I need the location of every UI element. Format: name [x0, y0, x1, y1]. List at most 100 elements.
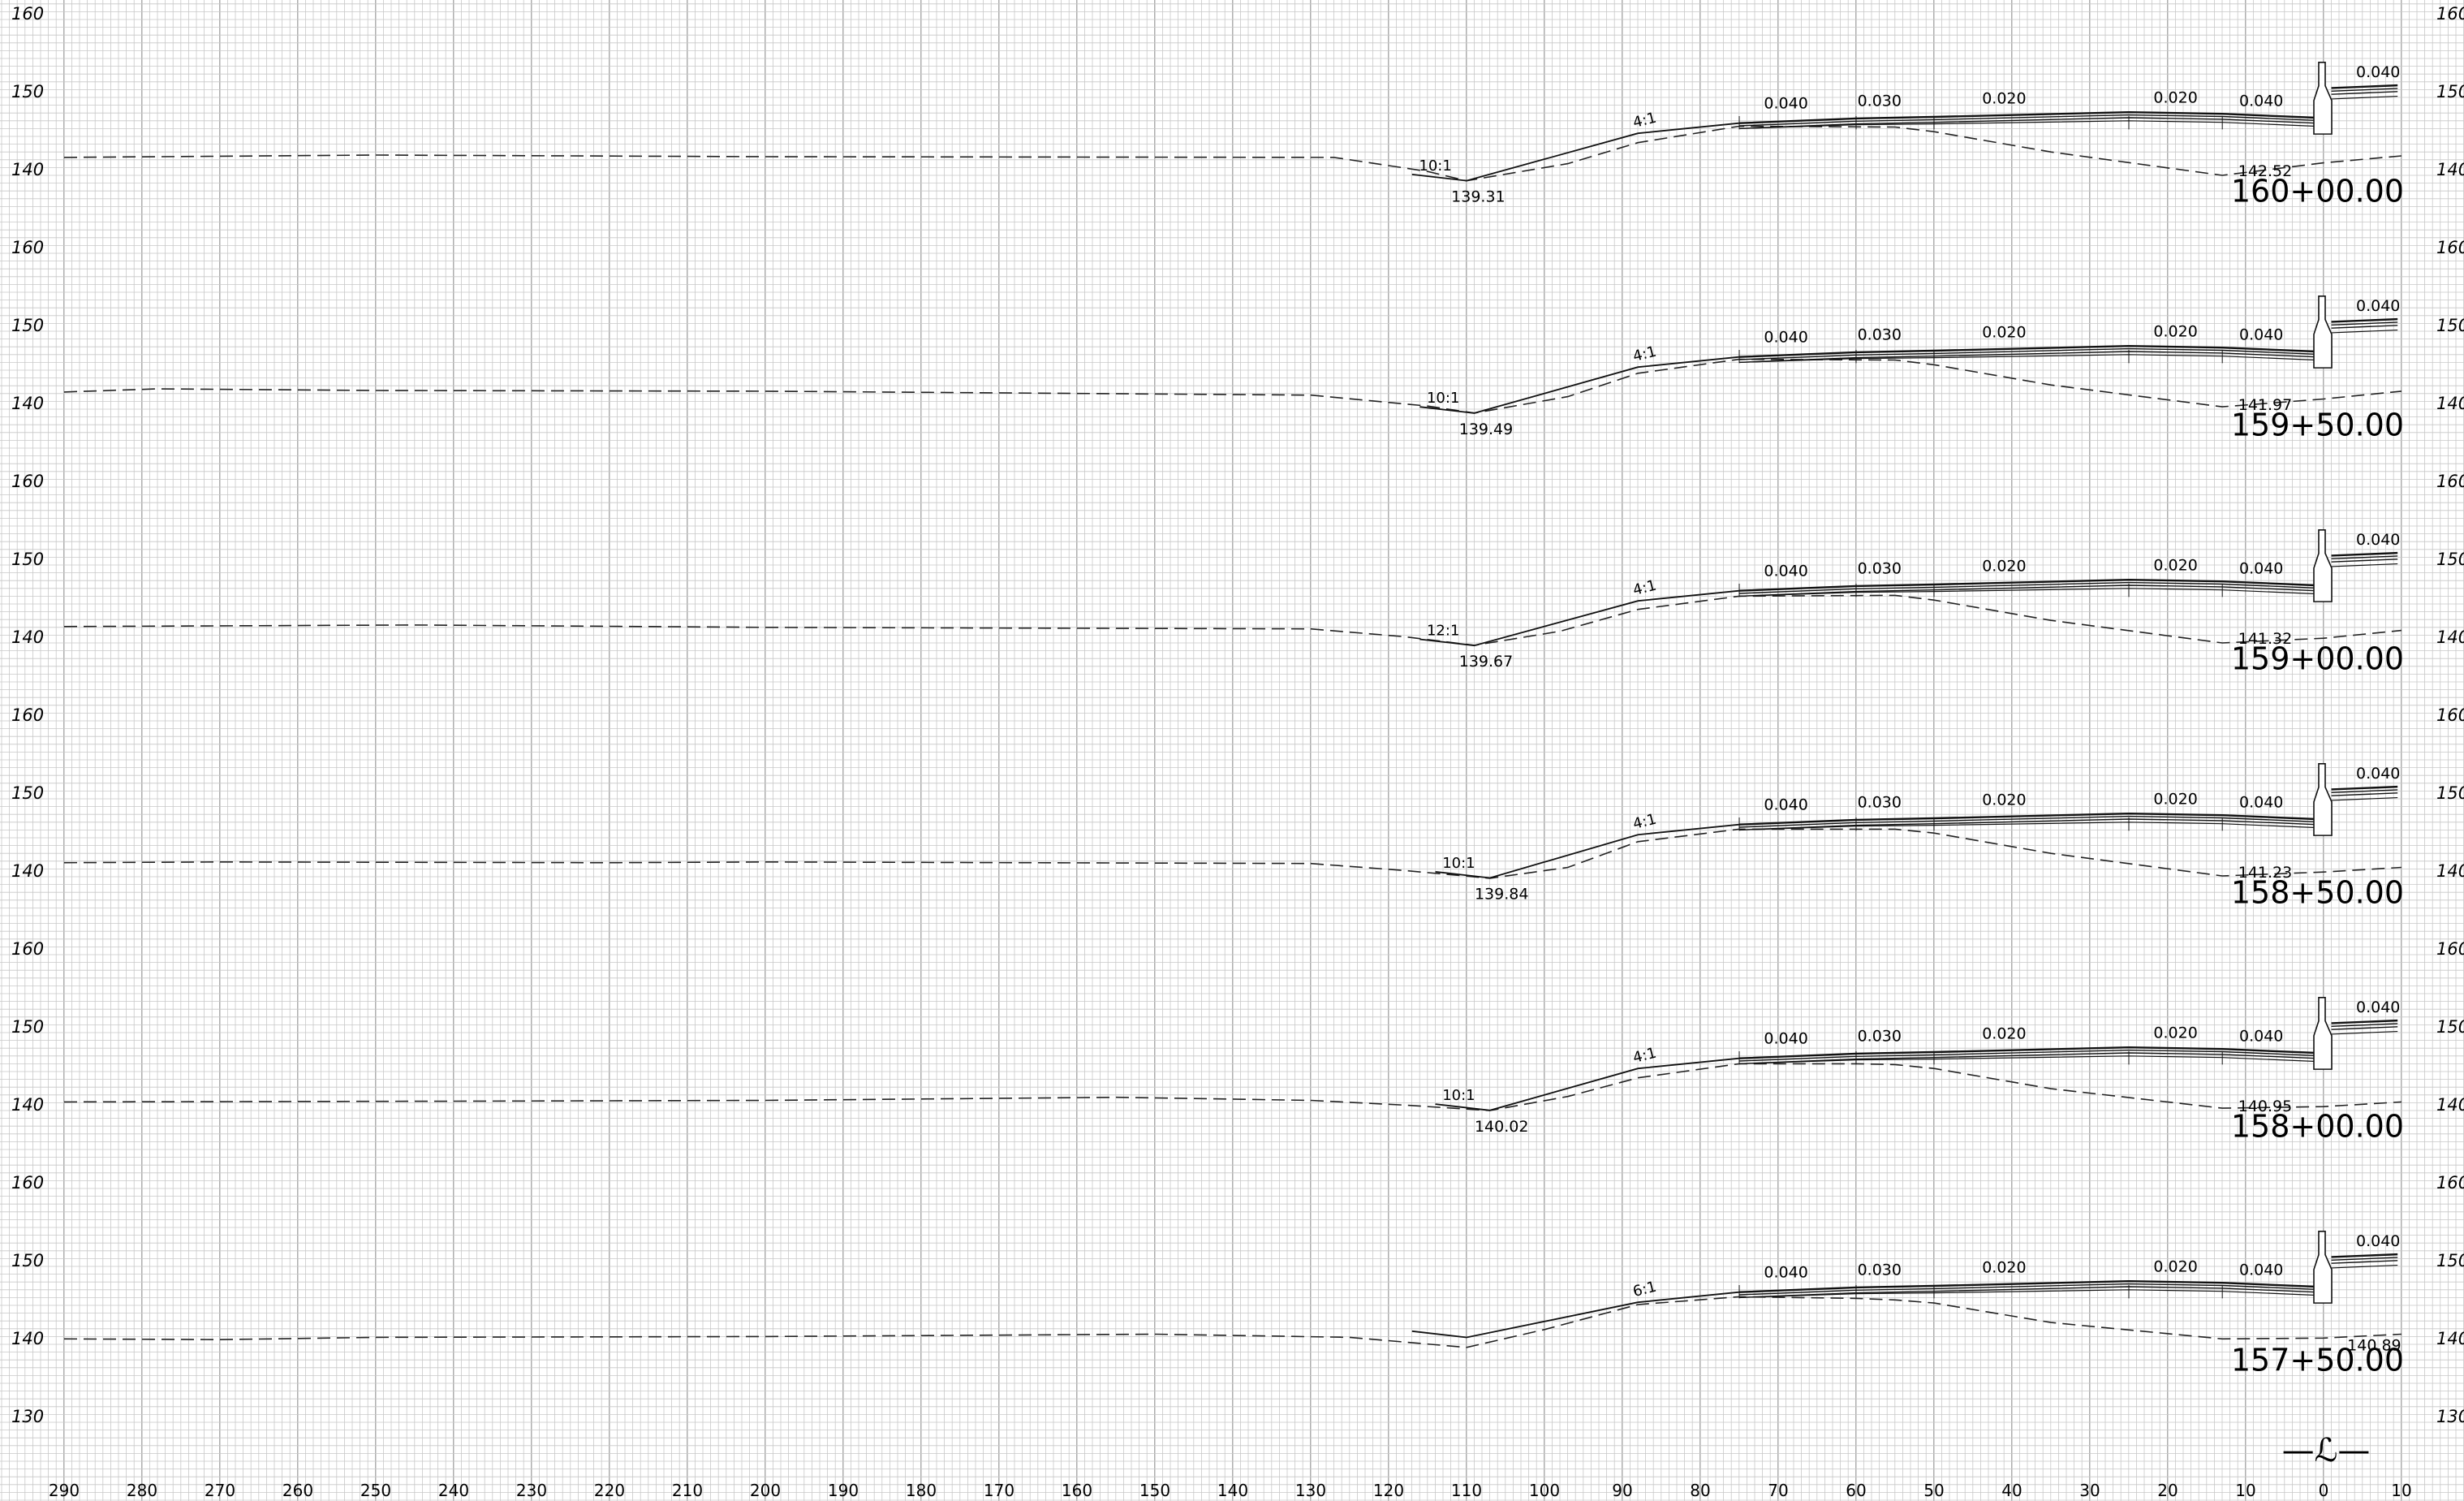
elevation-label: 160 [2436, 238, 2464, 257]
slope-label-left: 12:1 [1427, 622, 1459, 639]
cross-slope-label: 0.020 [1982, 1259, 2026, 1277]
offset-tick-label: 210 [672, 1481, 703, 1500]
subgrade-line [1738, 1289, 2316, 1298]
cross-slope-label: 0.020 [1982, 324, 2026, 342]
pavement-layer [1738, 110, 2316, 124]
pavement-layer [1738, 1052, 2316, 1065]
pavement-layer [1738, 581, 2316, 594]
cross-slope-label: 0.040 [2239, 326, 2283, 344]
elevation-label: 140 [11, 628, 44, 647]
right-pavement-layer [2331, 1257, 2398, 1262]
subgrade-line [1738, 120, 2316, 129]
cross-section: 10:14:10.040 0.030 0.020 0.020 0.0400.040139… [63, 763, 2404, 911]
cross-slope-label: 0.030 [1858, 794, 1902, 812]
pavement-layer [1738, 812, 2316, 826]
elevation-label: 140 [2436, 160, 2464, 179]
offset-tick-label: 100 [1529, 1481, 1560, 1500]
cross-slope-label: 0.020 [2153, 1024, 2197, 1042]
slope-label-left: 10:1 [1442, 1087, 1475, 1104]
right-elevation-label: 140.95 [2238, 1098, 2292, 1115]
low-point-elevation: 139.49 [1459, 421, 1513, 438]
pavement-layer [1738, 114, 2316, 127]
offset-tick-label: 70 [1768, 1481, 1788, 1500]
offset-tick-label: 200 [750, 1481, 781, 1500]
offset-tick-label: 130 [1295, 1481, 1326, 1500]
elevation-label: 150 [11, 1251, 44, 1270]
elevation-label: 140 [2436, 394, 2464, 413]
station-label: 159+00.00 [2231, 641, 2404, 677]
proposed-slope-line [1435, 823, 1740, 879]
right-pavement-layer [2331, 1253, 2398, 1258]
right-pavement-layer [2331, 551, 2398, 557]
cross-slope-label: 0.040 [2356, 765, 2400, 783]
pavement-layer [1738, 815, 2316, 828]
cross-section: 10:14:10.040 0.030 0.020 0.020 0.0400.040140… [63, 997, 2404, 1145]
pavement-layer [1738, 344, 2316, 358]
cross-section: 6:10.040 0.030 0.020 0.020 0.0400.040140.891… [63, 1231, 2404, 1378]
elevation-label: 140 [11, 1095, 44, 1115]
cross-slope-label: 0.020 [1982, 1025, 2026, 1043]
existing-ground-line [63, 1296, 2402, 1348]
right-pavement-layer [2331, 1026, 2398, 1030]
slope-label-left: 10:1 [1442, 855, 1475, 872]
cross-slope-label: 0.030 [1858, 1262, 1902, 1279]
right-pavement-layer [2331, 563, 2398, 567]
low-point-elevation: 140.02 [1475, 1118, 1528, 1136]
low-point-elevation: 140.89 [2347, 1337, 2401, 1355]
offset-tick-label: 80 [1690, 1481, 1710, 1500]
subgrade-line [1738, 822, 2316, 830]
right-elevation-label: 141.97 [2238, 396, 2292, 414]
offset-tick-label: 290 [49, 1481, 80, 1500]
offset-axis: 290 280 270 260 250 240 230 220 210 200 190 180 170 1… [49, 1481, 2412, 1500]
offset-tick-label: 120 [1373, 1481, 1404, 1500]
offset-tick-label: 260 [282, 1481, 313, 1500]
existing-ground-line [63, 125, 2402, 182]
elevation-label: 150 [11, 82, 44, 101]
cross-slope-label: 0.030 [1858, 93, 1902, 110]
right-pavement-layer [2331, 91, 2398, 95]
right-pavement-layer [2331, 88, 2398, 93]
cross-slope-label: 0.020 [2153, 1258, 2197, 1276]
slope-label-left: 10:1 [1419, 157, 1451, 175]
elevation-label: 160 [11, 238, 44, 257]
elevation-label: 150 [2436, 316, 2464, 335]
right-pavement-layer [2331, 785, 2398, 791]
existing-ground-line [63, 594, 2402, 646]
cross-slope-label: 0.020 [1982, 791, 2026, 809]
right-elevation-label: 141.32 [2238, 630, 2292, 648]
elevation-label: 140 [11, 394, 44, 413]
elevation-label: 150 [2436, 82, 2464, 101]
elevation-label: 130 [2436, 1407, 2464, 1426]
right-pavement-layer [2331, 321, 2398, 326]
subgrade-line [1738, 588, 2316, 597]
right-pavement-layer [2331, 555, 2398, 560]
low-point-elevation: 139.84 [1475, 886, 1528, 904]
elevation-label: 150 [11, 316, 44, 335]
elevation-label: 150 [2436, 783, 2464, 803]
right-pavement-layer [2331, 1260, 2398, 1264]
station-label: 157+50.00 [2231, 1343, 2404, 1378]
pavement-layer [1738, 818, 2316, 831]
pavement-layer [1738, 578, 2316, 592]
proposed-slope-line [1411, 122, 1740, 182]
offset-tick-label: 50 [1923, 1481, 1944, 1500]
elevation-label: 150 [2436, 550, 2464, 569]
right-pavement-layer [2331, 84, 2398, 89]
right-pavement-layer [2331, 559, 2398, 563]
cross-slope-label: 0.020 [2153, 557, 2197, 575]
cross-slope-label: 0.040 [1764, 796, 1807, 813]
cross-section: 12:14:10.040 0.030 0.020 0.020 0.0400.040139… [63, 529, 2404, 677]
pavement-layer [1738, 1286, 2316, 1299]
offset-tick-label: 30 [2079, 1481, 2100, 1500]
cross-slope-label: 0.040 [1764, 1263, 1807, 1281]
right-elevation-label: 141.23 [2238, 864, 2292, 882]
elevation-label: 160 [11, 705, 44, 725]
station-label: 158+00.00 [2231, 1109, 2404, 1145]
right-pavement-layer [2331, 325, 2398, 329]
right-pavement-layer [2331, 317, 2398, 323]
offset-tick-label: 40 [2001, 1481, 2022, 1500]
proposed-slope-line [1419, 589, 1740, 647]
cross-slope-label: 0.040 [2239, 1028, 2283, 1046]
pavement-layer [1738, 1279, 2316, 1293]
